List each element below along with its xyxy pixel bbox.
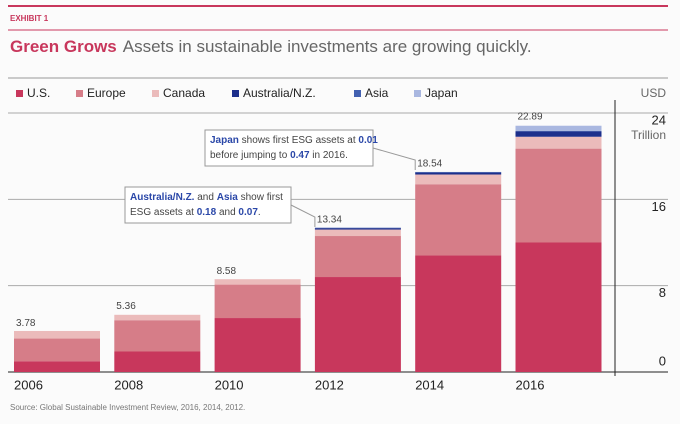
annotation-part: 0.01 [358, 135, 378, 146]
total-label: 22.89 [518, 112, 543, 123]
bar-segment [515, 136, 602, 149]
annotation-part: show first [238, 192, 283, 203]
y-unit: USD [641, 86, 667, 100]
bar-segment [214, 284, 301, 319]
x-tick-label: 2008 [114, 377, 143, 392]
legend-label: Australia/N.Z. [243, 86, 316, 100]
bar-segment [14, 330, 100, 339]
y-tick-label: 24 [652, 112, 666, 127]
annotation-connector [290, 204, 316, 227]
legend-label: Japan [425, 86, 458, 100]
annotation-part: 0.47 [290, 150, 310, 161]
total-label: 13.34 [317, 215, 342, 226]
bar-segment [14, 338, 100, 362]
x-tick-label: 2016 [516, 377, 545, 392]
annotation-part: and [216, 207, 238, 218]
annotation-part: . [258, 207, 261, 218]
legend-swatch [152, 90, 159, 97]
bar-segment [415, 255, 502, 372]
x-tick-label: 2006 [14, 377, 43, 392]
bar-segment [415, 184, 502, 256]
bar-segment [415, 172, 502, 173]
bar-segment [114, 351, 201, 372]
legend-swatch [354, 90, 361, 97]
y-tick-label: 8 [659, 285, 666, 300]
annotation-text: Japan shows first ESG assets at 0.01 [210, 135, 378, 146]
bar-segment [114, 314, 201, 321]
annotation-part: Australia/N.Z. [130, 192, 195, 203]
exhibit-label: EXHIBIT 1 [10, 14, 49, 23]
y-axis-label: Trillion [631, 128, 666, 142]
y-tick-label: 0 [659, 353, 666, 368]
legend-label: Asia [365, 86, 389, 100]
bar-segment [515, 130, 602, 132]
bar-segment [314, 277, 401, 372]
total-label: 18.54 [417, 159, 442, 170]
annotation-connector [372, 147, 416, 170]
x-tick-label: 2014 [415, 377, 444, 392]
total-label: 3.78 [16, 318, 36, 329]
legend-swatch [232, 90, 239, 97]
x-tick-label: 2012 [315, 377, 344, 392]
legend-label: Canada [163, 86, 205, 100]
annotation-part: 0.18 [197, 207, 217, 218]
bar-segment [515, 148, 602, 243]
annotation-part: shows first ESG assets at [239, 135, 358, 146]
legend-swatch [76, 90, 83, 97]
chart-title: Green Grows [10, 37, 117, 56]
bar-segment [515, 125, 602, 131]
bar-segment [314, 228, 401, 230]
annotation-part: Asia [217, 192, 239, 203]
legend-label: U.S. [27, 86, 50, 100]
legend-label: Europe [87, 86, 126, 100]
annotation-part: 0.07 [238, 207, 258, 218]
chart-title-line: Green Grows Assets in sustainable investm… [10, 37, 532, 56]
annotation-box [124, 186, 292, 224]
y-tick-label: 16 [652, 199, 666, 214]
annotation-part: in 2016. [310, 150, 348, 161]
bar-segment [415, 172, 502, 175]
bar-segment [14, 361, 100, 372]
bar-segment [515, 131, 602, 137]
source: Source: Global Sustainable Investment Re… [10, 403, 245, 412]
annotation-part: and [194, 192, 216, 203]
x-tick-label: 2010 [215, 377, 244, 392]
legend-swatch [16, 90, 23, 97]
annotation-box [204, 129, 374, 167]
bar-segment [214, 279, 301, 285]
bar-segment [415, 174, 502, 185]
annotation-text: ESG assets at 0.18 and 0.07. [130, 207, 261, 218]
total-label: 5.36 [116, 301, 136, 312]
bar-segment [114, 320, 201, 352]
bar-segment [314, 229, 401, 237]
bar-segment [515, 242, 602, 372]
total-label: 8.58 [217, 266, 237, 277]
annotation-text: before jumping to 0.47 in 2016. [210, 150, 348, 161]
legend-swatch [414, 90, 421, 97]
annotation-part: ESG assets at [130, 207, 197, 218]
bar-segment [214, 318, 301, 372]
bar-segment [314, 236, 401, 278]
chart-subtitle: Assets in sustainable investments are gr… [123, 37, 532, 56]
annotation-part: before jumping to [210, 150, 290, 161]
annotation-part: Japan [210, 135, 239, 146]
annotation-text: Australia/N.Z. and Asia show first [130, 192, 283, 203]
